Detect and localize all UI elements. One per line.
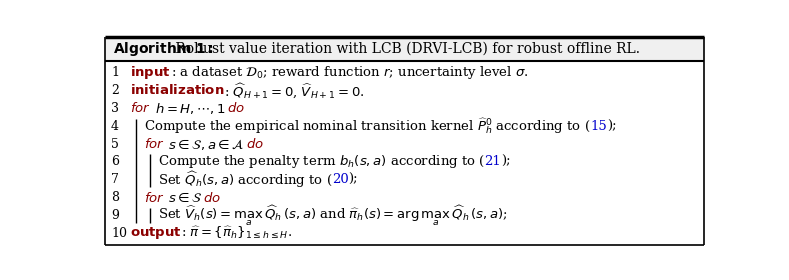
Text: $\mathit{for}$: $\mathit{for}$ — [129, 101, 151, 115]
Text: $\mathbf{input}$: $\mathbf{input}$ — [129, 64, 170, 81]
Text: Compute the empirical nominal transition kernel $\widehat{P}^{0}_{h}$ according : Compute the empirical nominal transition… — [144, 116, 590, 136]
Text: 15: 15 — [590, 120, 607, 133]
Text: 10: 10 — [111, 227, 127, 240]
Text: $\mathit{for}$: $\mathit{for}$ — [144, 137, 164, 151]
Text: $\mathit{do}$: $\mathit{do}$ — [245, 137, 264, 151]
Text: $\mathit{do}$: $\mathit{do}$ — [204, 191, 221, 205]
Text: 2: 2 — [111, 84, 119, 97]
Text: $s \in \mathcal{S}$: $s \in \mathcal{S}$ — [164, 191, 204, 205]
Text: 3: 3 — [111, 102, 119, 115]
Text: $h = H, \cdots, 1$: $h = H, \cdots, 1$ — [151, 101, 226, 116]
Text: 20: 20 — [332, 173, 349, 186]
Text: 4: 4 — [111, 120, 119, 133]
Text: Robust value iteration with LCB (DRVI-LCB) for robust offline RL.: Robust value iteration with LCB (DRVI-LC… — [171, 42, 641, 56]
Text: $\mathit{do}$: $\mathit{do}$ — [226, 101, 245, 115]
Text: : $\widehat{Q}_{H+1} = 0$, $\widehat{V}_{H+1} = 0$.: : $\widehat{Q}_{H+1} = 0$, $\widehat{V}_… — [224, 81, 365, 100]
Text: 6: 6 — [111, 155, 119, 168]
Text: 9: 9 — [111, 209, 119, 222]
Text: 21: 21 — [484, 155, 501, 168]
Text: );: ); — [607, 120, 616, 133]
Text: : $\widehat{\pi} = \{\widehat{\pi}_h\}_{1 \leq h \leq H}$.: : $\widehat{\pi} = \{\widehat{\pi}_h\}_{… — [181, 225, 293, 241]
Text: : a dataset $\mathcal{D}_0$; reward function $r$; uncertainty level $\sigma$.: : a dataset $\mathcal{D}_0$; reward func… — [170, 64, 528, 81]
Text: );: ); — [349, 173, 358, 186]
Text: 7: 7 — [111, 173, 119, 186]
Text: $\mathbf{initialization}$: $\mathbf{initialization}$ — [129, 83, 224, 97]
Text: Set $\widehat{Q}_h(s, a)$ according to (: Set $\widehat{Q}_h(s, a)$ according to ( — [158, 170, 332, 190]
Text: Set $\widehat{V}_h(s) = \max_a\, \widehat{Q}_h(s, a)$ and $\widehat{\pi}_h(s) = : Set $\widehat{V}_h(s) = \max_a\, \wideha… — [158, 203, 507, 228]
Text: $\bf{Algorithm\ 1:}$: $\bf{Algorithm\ 1:}$ — [113, 40, 213, 58]
Text: );: ); — [501, 155, 511, 168]
Text: $\mathit{for}$: $\mathit{for}$ — [144, 191, 164, 205]
Bar — [105, 38, 704, 60]
Text: 5: 5 — [111, 137, 119, 151]
Text: 8: 8 — [111, 191, 119, 204]
Text: 1: 1 — [111, 66, 119, 79]
Text: Compute the penalty term $b_h(s, a)$ according to (: Compute the penalty term $b_h(s, a)$ acc… — [158, 153, 484, 171]
Text: $s \in \mathcal{S}, a \in \mathcal{A}$: $s \in \mathcal{S}, a \in \mathcal{A}$ — [164, 137, 245, 151]
Text: $\mathbf{output}$: $\mathbf{output}$ — [129, 225, 181, 241]
